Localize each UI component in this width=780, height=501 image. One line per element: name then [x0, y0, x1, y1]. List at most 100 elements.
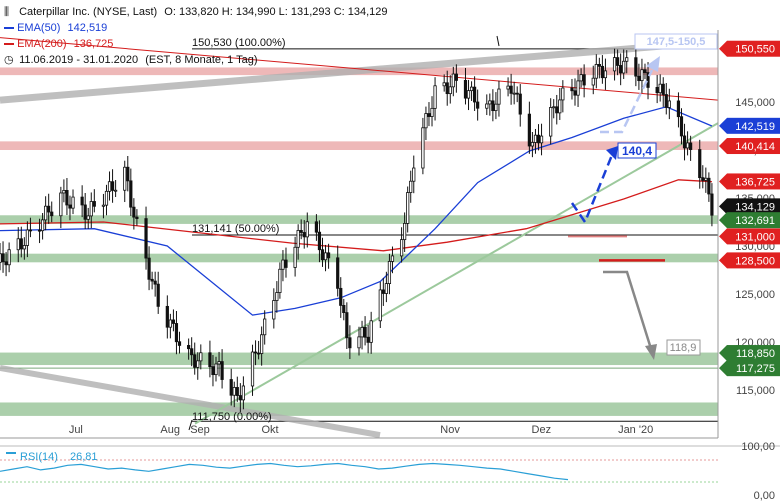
candle-body [83, 204, 87, 220]
candle-body [448, 86, 452, 95]
candle-body [622, 60, 626, 74]
candle-body [187, 345, 191, 350]
price-tag-label: 134,129 [735, 201, 775, 213]
candle-body [357, 336, 361, 349]
candle-body [0, 253, 2, 263]
candle-body [40, 219, 45, 232]
ema200-path [0, 179, 712, 252]
candle-body [153, 280, 157, 285]
candle-body [515, 92, 519, 95]
candle-body [89, 201, 93, 217]
price-tag-bg [727, 345, 780, 362]
candle-body [168, 319, 172, 328]
x-tick-label: Okt [261, 424, 278, 436]
candle-body [497, 88, 501, 105]
ema50-label: EMA(50) [17, 22, 61, 34]
candle-body [68, 204, 72, 209]
candle-body [403, 223, 407, 241]
price-tag-pointer [719, 173, 727, 190]
candle-body [323, 252, 328, 261]
rsi-y-tick-bottom: 0,00 [754, 490, 775, 501]
candle-body [616, 57, 620, 66]
candle-body [689, 142, 693, 150]
candle-body [196, 360, 200, 368]
price-tag-pointer [719, 198, 727, 215]
candle-body [427, 113, 431, 117]
candle-body [384, 283, 388, 294]
candle-body [603, 70, 608, 79]
candle-body [506, 85, 510, 90]
support-zone-132 [0, 215, 718, 224]
y-tick-label: 115,000 [736, 385, 775, 397]
support-resistance-zones [0, 67, 718, 416]
x-tick-label: Aug [160, 424, 180, 436]
candle-body [37, 229, 42, 232]
candle-body [555, 106, 559, 114]
blue-arrowhead [606, 146, 618, 160]
candle-body [466, 90, 471, 99]
candle-body [473, 86, 477, 103]
candle-body [241, 385, 245, 401]
candle-body [342, 305, 346, 314]
green-uptrend-line [194, 122, 719, 425]
candle-body [658, 83, 662, 94]
candle-body [129, 180, 133, 208]
candle-body [250, 351, 255, 387]
candle-body [232, 387, 236, 396]
candle-body [177, 341, 182, 346]
candle-body [86, 215, 90, 220]
candle-body [390, 255, 395, 262]
y-tick-label: 145,000 [735, 97, 775, 109]
price-tag-bg [727, 360, 780, 377]
candle-body [655, 87, 659, 94]
target-low-box [666, 339, 701, 356]
candle-body [299, 230, 303, 233]
candle-body [253, 351, 258, 354]
ema50-value: 142,519 [67, 22, 108, 34]
candle-body [132, 206, 136, 218]
price-tag-bg [727, 212, 780, 229]
candle-body [171, 319, 176, 324]
candle-body [679, 116, 684, 137]
candle-body [314, 221, 319, 233]
candle-body [345, 312, 349, 339]
trend-lines [0, 37, 719, 439]
candle-body [348, 337, 352, 349]
candle-body [549, 107, 553, 137]
ema200-value: 136,725 [73, 38, 114, 50]
candle-body [488, 100, 492, 105]
candle-body [336, 257, 340, 289]
candle-body [135, 216, 139, 219]
rsi-y-tick-top: 100,00 [741, 441, 775, 453]
candle-icon: ⫼ [4, 6, 10, 18]
x-tick-label: Nov [440, 424, 460, 436]
ema200-line [0, 179, 712, 252]
rsi-panel: 100,00 0,00 RSI(14) 26,81 [0, 441, 780, 501]
candle-body [640, 69, 644, 82]
candle-body [518, 93, 522, 115]
candle-body [302, 232, 306, 238]
price-tag-label: 150,550 [735, 44, 775, 56]
rsi-value: 26,81 [70, 451, 98, 463]
price-tag-pointer [719, 117, 727, 134]
candle-body [217, 361, 221, 365]
candle-body [421, 127, 425, 169]
lightblue-arrowhead [646, 56, 660, 72]
candle-body [317, 231, 322, 251]
fib-0-label: 111,750 (0.00%) [192, 411, 272, 423]
fib-50-label: 131,141 (50.00%) [192, 223, 279, 235]
candle-body [582, 74, 586, 86]
candle-body [469, 86, 474, 92]
candle-body [190, 348, 194, 356]
candle-body [174, 323, 179, 343]
period-legend: ◷ 11.06.2019 - 31.01.2020 (EST, 8 Monate… [4, 54, 258, 67]
ema200-label: EMA(200) [17, 38, 67, 50]
candle-body [399, 239, 404, 257]
candle-body [278, 268, 282, 293]
gray-arrowhead [645, 344, 657, 360]
candle-body [710, 193, 714, 216]
target-mid-box [617, 142, 657, 159]
candle-body [28, 229, 33, 232]
x-tick-label: Sep [190, 424, 210, 436]
price-tag-pointer [719, 228, 727, 245]
